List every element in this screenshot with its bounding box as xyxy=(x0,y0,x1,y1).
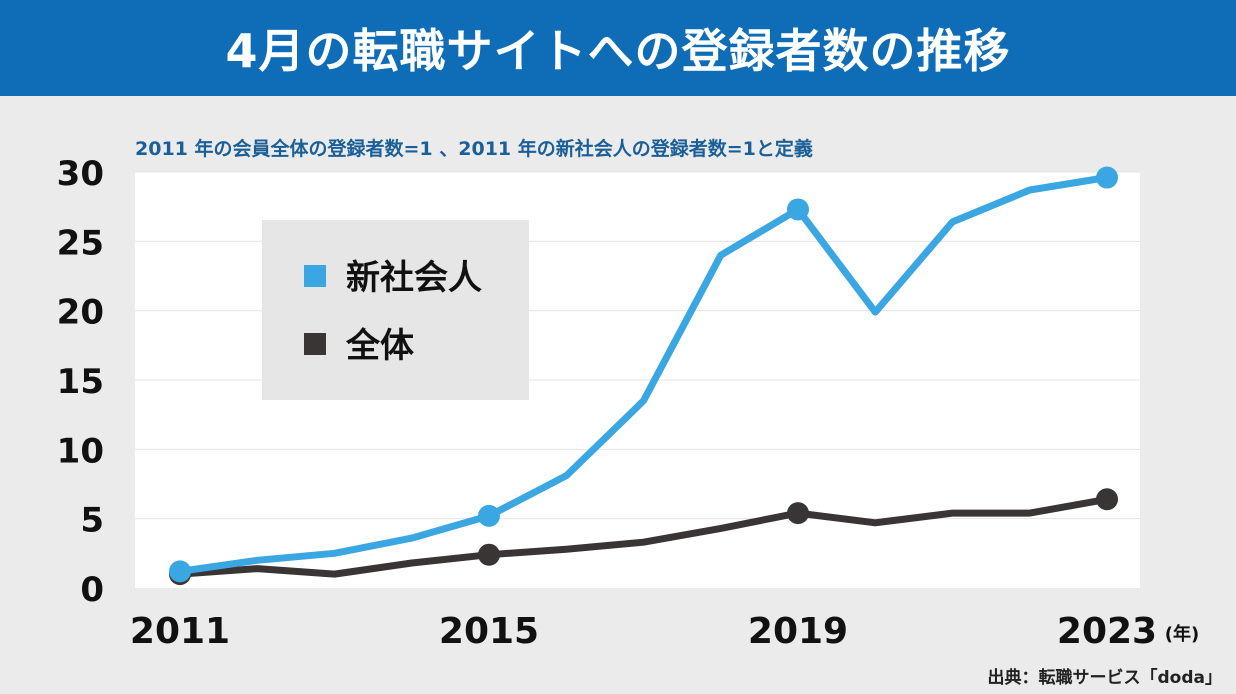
series-line xyxy=(176,174,1111,575)
legend-swatch xyxy=(304,265,326,287)
data-point xyxy=(478,504,500,527)
y-tick-label: 5 xyxy=(80,501,104,541)
x-tick-label: 2023 xyxy=(1057,611,1157,652)
y-tick-label: 10 xyxy=(57,431,104,471)
data-point xyxy=(787,502,809,525)
source-credit: 出典：転職サービス「doda」 xyxy=(987,668,1223,688)
chart-note: 2011 年の会員全体の登録者数=1 、2011 年の新社会人の登録者数=1と定… xyxy=(135,138,813,160)
legend-label: 全体 xyxy=(345,326,414,366)
data-point xyxy=(169,560,191,583)
data-point xyxy=(478,543,500,566)
y-tick-label: 25 xyxy=(57,223,104,263)
title-banner: 4月の転職サイトへの登録者数の推移 xyxy=(0,0,1236,96)
legend-swatch xyxy=(304,333,326,355)
y-tick-label: 0 xyxy=(80,570,104,610)
chart-title: 4月の転職サイトへの登録者数の推移 xyxy=(225,24,1011,78)
x-tick-label: 2015 xyxy=(439,611,539,652)
y-tick-label: 20 xyxy=(57,293,104,333)
legend-box xyxy=(262,220,529,400)
data-point xyxy=(1096,488,1118,511)
x-tick-label: 2019 xyxy=(748,611,848,652)
x-unit-label: (年) xyxy=(1165,623,1199,645)
y-tick-label: 15 xyxy=(57,362,104,402)
x-tick-label: 2011 xyxy=(130,611,230,652)
data-point xyxy=(787,198,809,221)
data-point xyxy=(1096,166,1118,189)
legend-label: 新社会人 xyxy=(346,258,482,298)
series-line xyxy=(176,495,1111,578)
y-tick-label: 30 xyxy=(57,154,104,194)
